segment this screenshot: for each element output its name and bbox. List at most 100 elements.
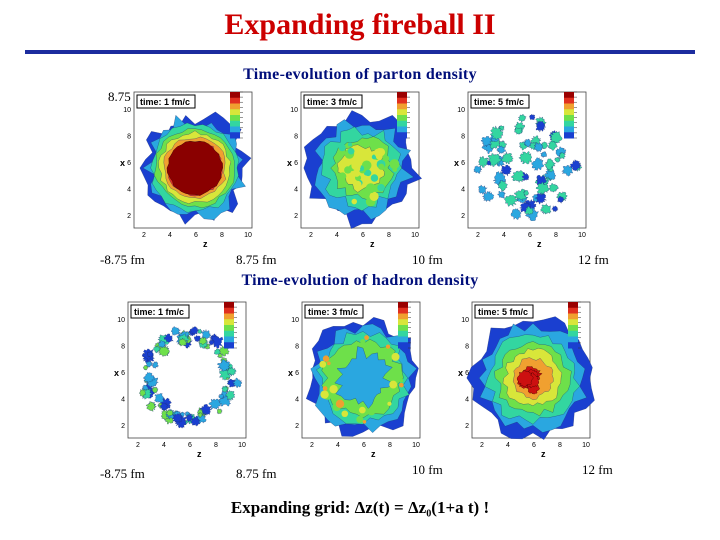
y-tick-label: 4 <box>127 187 131 194</box>
y-tick-label: 10 <box>291 317 299 324</box>
x-tick-label: 2 <box>310 442 314 449</box>
density-contours <box>466 316 595 440</box>
y-tick-label: 8 <box>127 134 131 141</box>
x-tick-label: 6 <box>188 442 192 449</box>
y-tick-label: 10 <box>461 317 469 324</box>
y-tick-label: 6 <box>127 160 131 167</box>
x-tick-label: 10 <box>412 442 420 449</box>
y-tick-label: 2 <box>121 423 125 430</box>
y-tick-label: 10 <box>117 317 125 324</box>
density-contours <box>138 326 243 429</box>
y-tick-label: 4 <box>461 187 465 194</box>
time-label-box <box>470 94 530 109</box>
y-tick-label: 10 <box>290 107 298 114</box>
y-tick-label: 10 <box>457 107 465 114</box>
x-tick-label: 2 <box>480 442 484 449</box>
slide-title: Expanding fireball II <box>224 8 496 41</box>
time-label: time: 3 fm/c <box>308 307 358 317</box>
y-axis-label: x <box>288 368 293 378</box>
y-tick-label: 2 <box>294 213 298 220</box>
x-axis-label: z <box>541 449 546 459</box>
y-tick-label: 8 <box>465 344 469 351</box>
y-tick-label: 4 <box>121 397 125 404</box>
x-tick-label: 10 <box>411 232 419 239</box>
x-tick-label: 8 <box>558 442 562 449</box>
x-tick-label: 2 <box>142 232 146 239</box>
y-tick-label: 4 <box>294 187 298 194</box>
y-tick-label: 8 <box>121 344 125 351</box>
title-rule <box>25 50 695 54</box>
x-tick-label: 10 <box>582 442 590 449</box>
x-tick-label: 6 <box>194 232 198 239</box>
x-tick-label: 2 <box>476 232 480 239</box>
hadron-scale-left: -8.75 fm <box>100 466 145 481</box>
parton-panel-2: time: 3 fm/c 2 4 6 8 10 10 8 6 4 2 x z <box>277 86 437 251</box>
x-tick-label: 8 <box>554 232 558 239</box>
x-tick-label: 4 <box>336 442 340 449</box>
color-scale-bar <box>568 301 581 349</box>
x-tick-label: 8 <box>220 232 224 239</box>
time-label: time: 5 fm/c <box>474 97 524 107</box>
y-tick-label: 2 <box>127 213 131 220</box>
x-tick-label: 6 <box>362 442 366 449</box>
parton-scale-right2: 12 fm <box>578 252 609 267</box>
color-scale-bar <box>224 301 237 349</box>
y-tick-label: 10 <box>123 107 131 114</box>
time-label: time: 3 fm/c <box>307 97 357 107</box>
y-tick-label: 8 <box>461 134 465 141</box>
y-tick-label: 6 <box>121 370 125 377</box>
color-scale-bar <box>398 301 411 349</box>
time-label-box <box>474 304 534 319</box>
time-label-box <box>303 94 363 109</box>
y-tick-label: 2 <box>295 423 299 430</box>
y-axis-label: x <box>287 158 292 168</box>
parton-panel-3: time: 5 fm/c 2 4 6 8 10 10 8 6 4 2 x z <box>444 86 604 251</box>
time-label-box <box>130 304 190 319</box>
x-tick-label: 6 <box>532 442 536 449</box>
x-axis-label: z <box>371 449 376 459</box>
parton-scale-right1: 10 fm <box>412 252 443 267</box>
y-axis-label: x <box>458 368 463 378</box>
x-tick-label: 8 <box>388 442 392 449</box>
y-axis-label: x <box>454 158 459 168</box>
x-tick-label: 10 <box>578 232 586 239</box>
y-tick-label: 8 <box>295 344 299 351</box>
x-tick-label: 2 <box>136 442 140 449</box>
y-tick-label: 4 <box>465 397 469 404</box>
y-tick-label: 6 <box>465 370 469 377</box>
parton-heading: Time-evolution of parton density <box>243 66 477 83</box>
x-tick-label: 4 <box>168 232 172 239</box>
x-tick-label: 10 <box>238 442 246 449</box>
time-label-box <box>304 304 364 319</box>
x-axis-label: z <box>203 239 208 249</box>
x-tick-label: 4 <box>162 442 166 449</box>
parton-scale-left: -8.75 fm <box>100 252 145 267</box>
color-scale-bar <box>564 91 577 139</box>
x-tick-label: 4 <box>502 232 506 239</box>
density-contours <box>303 110 422 229</box>
density-contours <box>473 113 583 221</box>
y-tick-label: 2 <box>461 213 465 220</box>
x-tick-label: 4 <box>506 442 510 449</box>
density-contours <box>306 317 419 437</box>
hadron-panel-3: time: 5 fm/c 2 4 6 8 10 10 8 6 4 2 x z <box>448 296 608 461</box>
hadron-heading: Time-evolution of hadron density <box>241 272 479 289</box>
x-tick-label: 10 <box>244 232 252 239</box>
y-tick-label: 2 <box>465 423 469 430</box>
x-tick-label: 8 <box>214 442 218 449</box>
time-label: time: 1 fm/c <box>140 97 190 107</box>
hadron-panel-1: time: 1 fm/c 2 4 6 8 10 10 8 6 4 2 x z <box>104 296 264 461</box>
time-label: time: 5 fm/c <box>478 307 528 317</box>
y-axis-label: x <box>120 158 125 168</box>
hadron-scale-right2: 12 fm <box>582 462 613 477</box>
y-axis-label: x <box>114 368 119 378</box>
y-tick-label: 6 <box>295 370 299 377</box>
x-tick-label: 2 <box>309 232 313 239</box>
x-tick-label: 6 <box>361 232 365 239</box>
x-tick-label: 8 <box>387 232 391 239</box>
x-axis-label: z <box>197 449 202 459</box>
parton-scale-mid: 8.75 fm <box>236 252 277 267</box>
color-scale-bar <box>397 91 410 139</box>
expanding-grid-formula: Expanding grid: Δz(t) = Δz₀(1+a t) ! <box>230 498 490 517</box>
color-scale-bar <box>230 91 243 139</box>
